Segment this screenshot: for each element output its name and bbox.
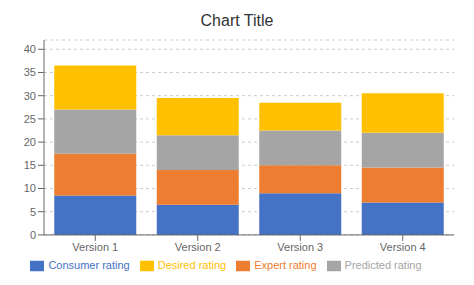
svg-text:25: 25: [24, 113, 36, 125]
html-text:Expert rating: Expert rating: [254, 258, 317, 271]
svg-text:5: 5: [30, 206, 36, 218]
svg-text:35: 35: [24, 66, 36, 78]
svg-text:Version 3: Version 3: [277, 241, 323, 253]
svg-text:15: 15: [24, 159, 36, 171]
html-text:Chart Title: Chart Title: [200, 12, 274, 29]
html-text:Desired rating: Desired rating: [157, 258, 227, 271]
html-text:Consumer rating: Consumer rating: [48, 258, 130, 271]
svg-text:Version 4: Version 4: [380, 241, 426, 253]
svg-text:Version 2: Version 2: [175, 241, 221, 253]
svg-text:Version 1: Version 1: [72, 241, 118, 253]
html-text:Predicted rating: Predicted rating: [344, 258, 422, 271]
svg-text:20: 20: [24, 136, 36, 148]
svg-text:30: 30: [24, 90, 36, 102]
svg-text:10: 10: [24, 182, 36, 194]
svg-text:0: 0: [30, 229, 36, 241]
svg-text:40: 40: [24, 43, 36, 55]
